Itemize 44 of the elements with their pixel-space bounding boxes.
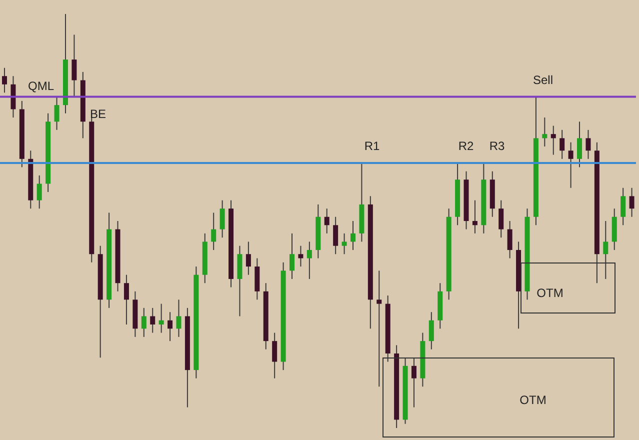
candlestick — [158, 303, 164, 334]
candlestick — [411, 357, 416, 408]
annotation: R3 — [489, 139, 505, 153]
annotation: BE — [90, 107, 106, 121]
candlestick — [498, 200, 504, 238]
candlestick — [306, 241, 312, 280]
annotation: Sell — [532, 73, 554, 87]
annotation: R1 — [364, 139, 380, 153]
annotation: QML — [28, 79, 54, 93]
candlestick — [560, 129, 565, 160]
candlestick — [333, 216, 338, 255]
candlestick — [54, 96, 60, 130]
annotation: R2 — [458, 139, 474, 153]
candlestick — [2, 67, 7, 94]
candlestick — [176, 299, 182, 338]
candlestick — [168, 312, 173, 342]
annotation: OTM — [536, 286, 564, 300]
candlestick — [428, 312, 434, 350]
candlestick — [376, 270, 382, 388]
candlestick — [150, 307, 156, 334]
candlestick — [603, 220, 608, 280]
candlestick — [246, 241, 251, 276]
candlestick — [550, 125, 556, 156]
candlestick — [629, 187, 634, 218]
candlestick — [290, 232, 295, 280]
candlestick — [620, 187, 626, 226]
candlestick — [577, 121, 582, 168]
candlestick — [211, 212, 216, 250]
candlestick — [342, 232, 347, 255]
candlestick — [568, 142, 574, 188]
candlestick — [350, 220, 356, 250]
candlestick — [36, 174, 42, 210]
candlestick — [507, 220, 512, 259]
candlestick — [542, 117, 548, 147]
candlestick — [586, 129, 591, 160]
candlestick — [298, 245, 304, 268]
candlestick — [324, 208, 330, 234]
candlestick — [472, 200, 478, 234]
candlestick — [220, 200, 225, 238]
candlestick — [72, 34, 77, 98]
candlestick — [272, 332, 278, 379]
annotation: OTM — [520, 393, 546, 407]
candlestick — [124, 274, 129, 325]
candlestick — [141, 307, 146, 338]
